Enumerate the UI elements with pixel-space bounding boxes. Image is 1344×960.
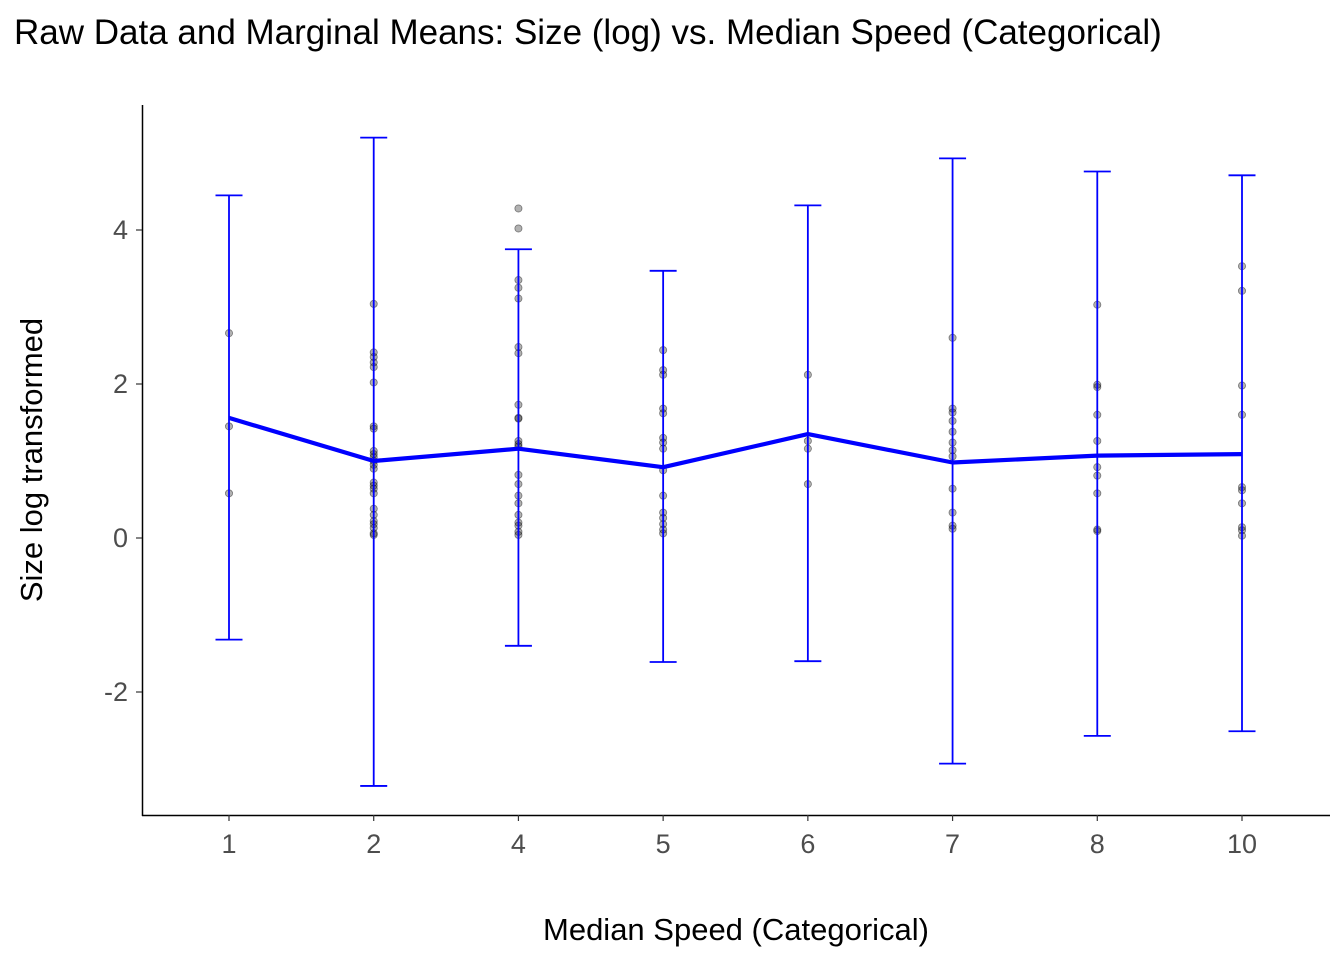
raw-data-points — [224, 204, 1247, 540]
y-axis-ticks: -2 0 2 4 — [104, 215, 142, 707]
y-tick-label--2: -2 — [104, 677, 128, 707]
y-axis-title: Size log transformed — [14, 318, 49, 602]
chart-title: Raw Data and Marginal Means: Size (log) … — [14, 13, 1162, 52]
data-point — [514, 224, 523, 233]
mean-line — [228, 415, 1243, 470]
y-tick-label-2: 2 — [113, 369, 128, 399]
x-tick-label-7: 7 — [945, 829, 960, 859]
marginal-means-line — [228, 415, 1243, 470]
x-tick-label-6: 6 — [800, 829, 815, 859]
y-tick-label-4: 4 — [113, 215, 128, 245]
x-tick-label-4: 4 — [511, 829, 526, 859]
x-tick-label-2: 2 — [366, 829, 381, 859]
x-axis-title: Median Speed (Categorical) — [543, 912, 929, 947]
y-tick-label-0: 0 — [113, 523, 128, 553]
x-tick-label-10: 10 — [1227, 829, 1257, 859]
x-tick-label-1: 1 — [221, 829, 236, 859]
x-tick-label-8: 8 — [1090, 829, 1105, 859]
x-tick-label-5: 5 — [656, 829, 671, 859]
x-axis-ticks: 1 2 4 5 6 7 8 10 — [221, 815, 1257, 859]
data-point — [514, 204, 523, 213]
